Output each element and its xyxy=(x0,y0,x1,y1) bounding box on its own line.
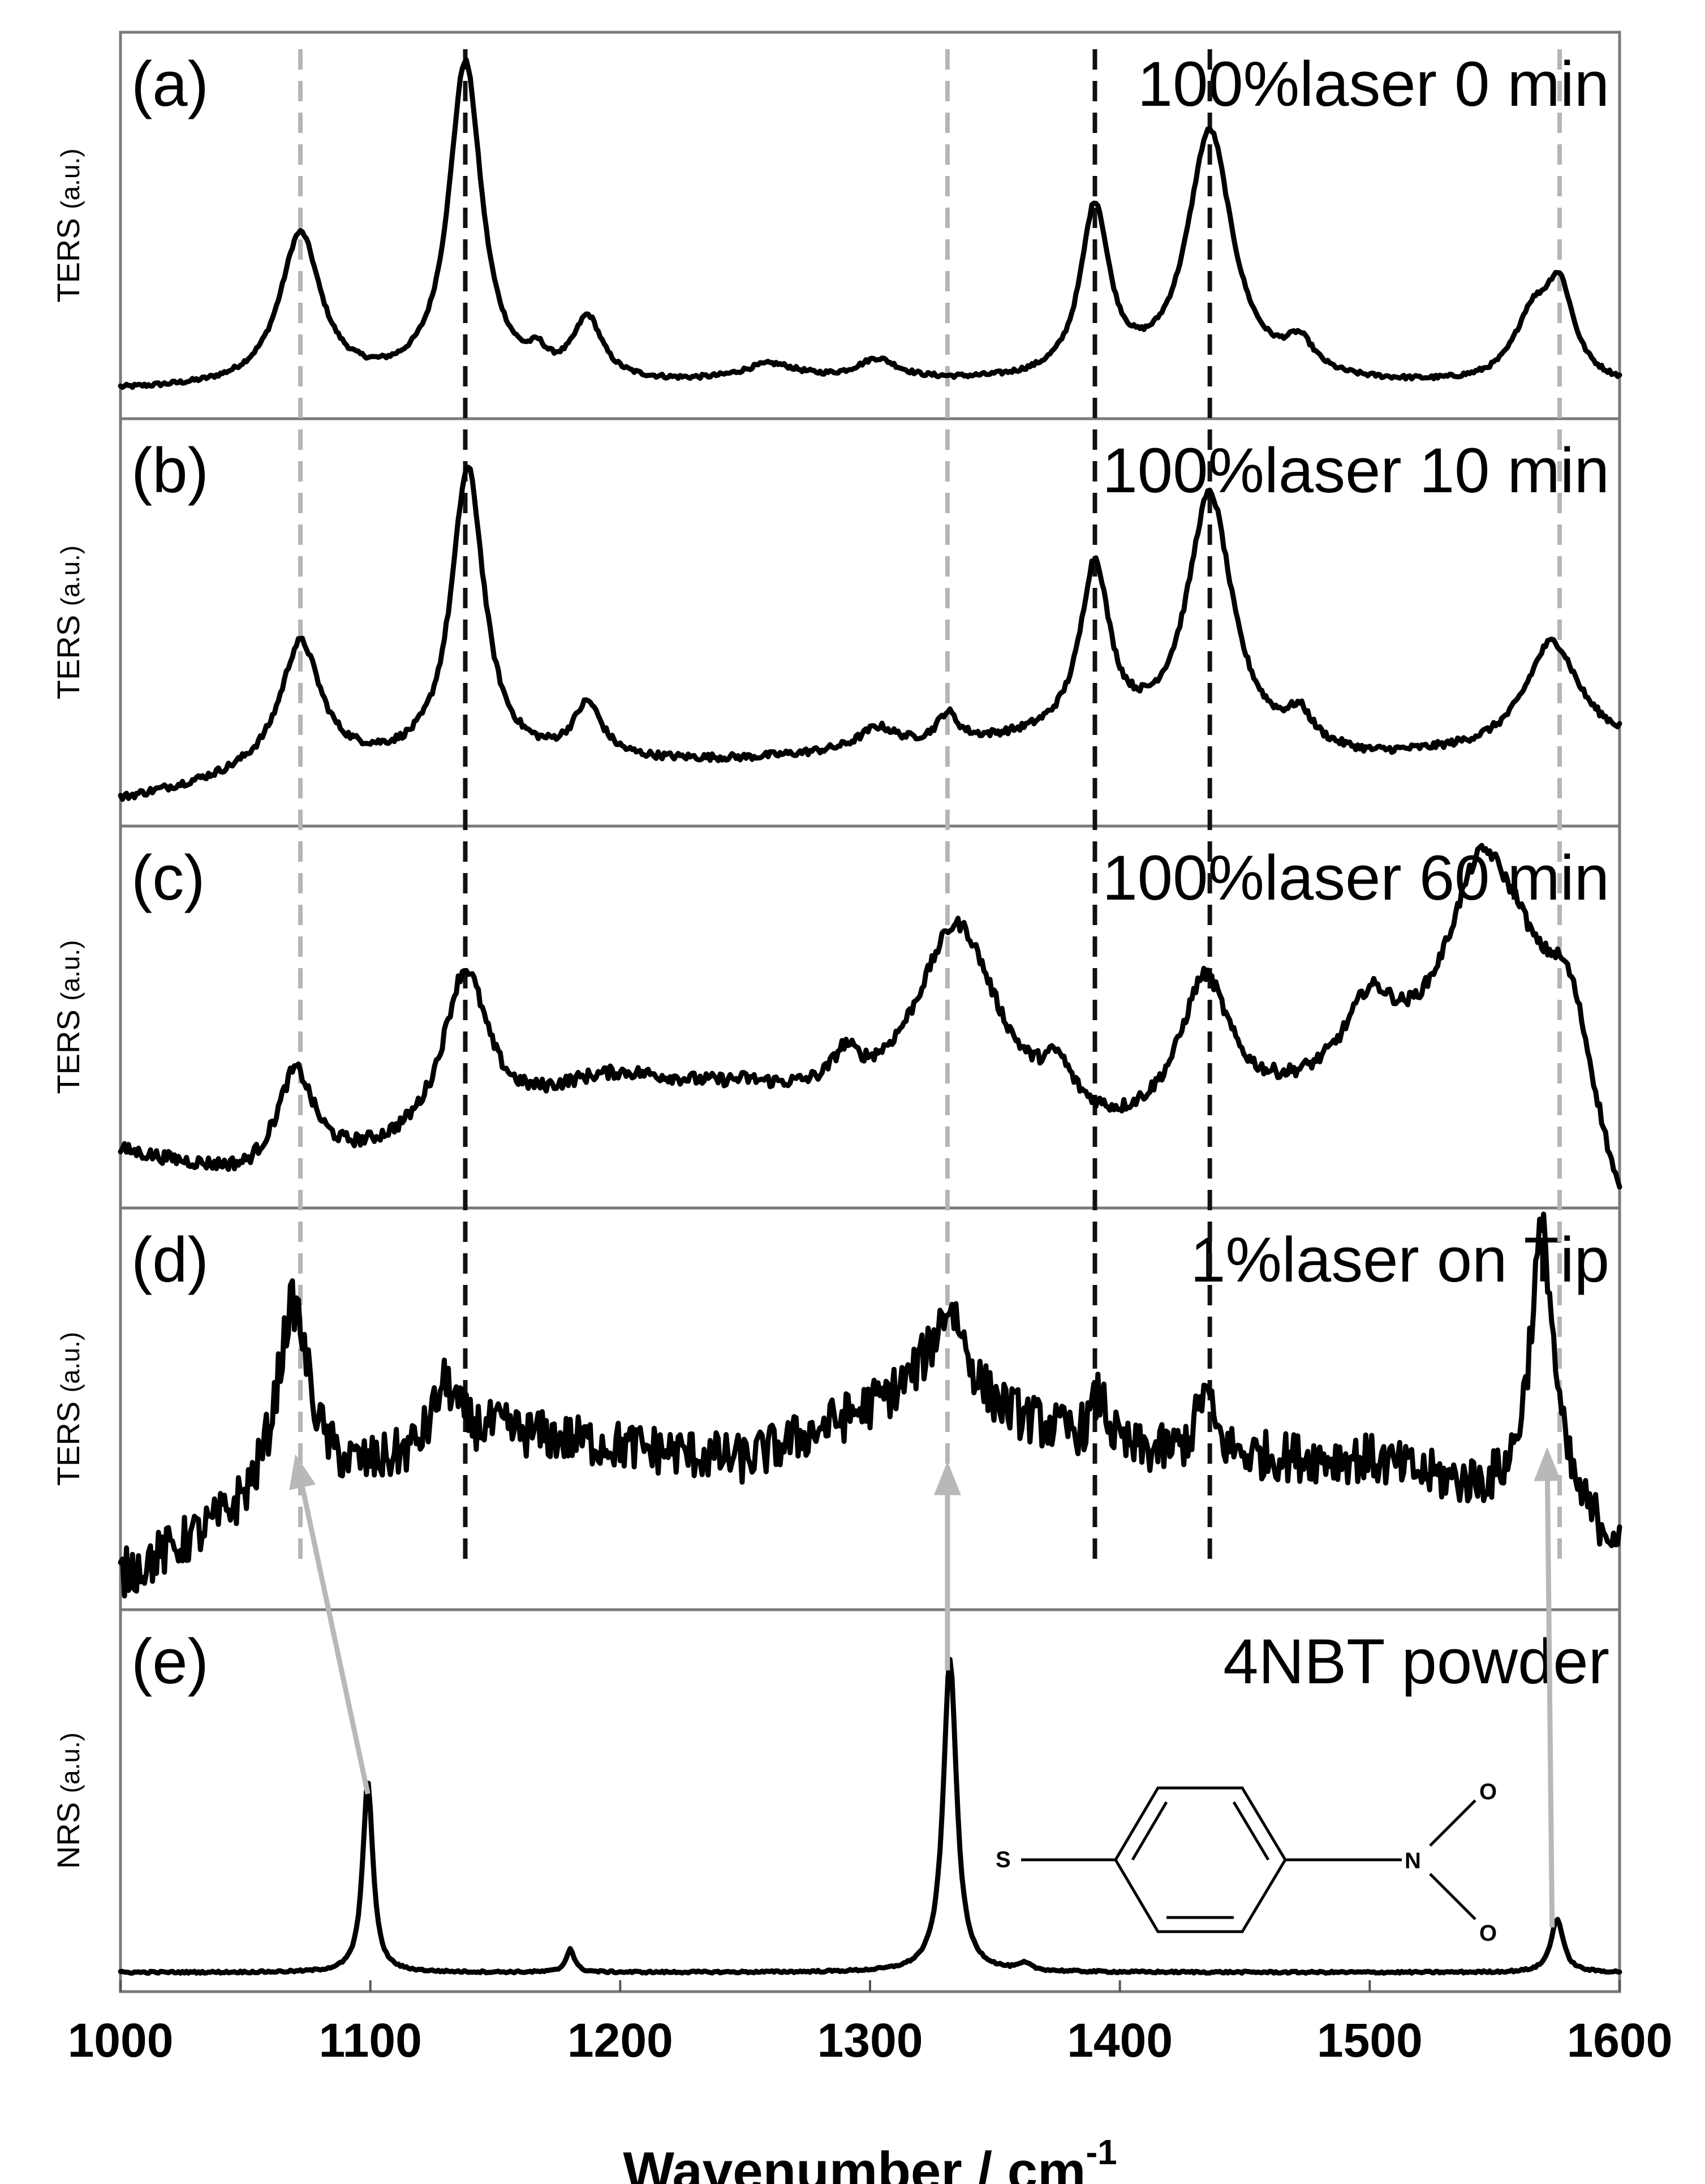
panel-a: (a) 100%laser 0 min TERS (a.u.) xyxy=(50,49,1620,420)
x-tick-label: 1100 xyxy=(319,2014,422,2067)
panel-b: (b) 100%laser 10 min TERS (a.u.) xyxy=(50,435,1620,828)
panel-e: (e) 4NBT powder NRS (a.u.) xyxy=(50,1626,1609,1869)
panel-letter: (e) xyxy=(131,1626,209,1697)
panel-title: 100%laser 0 min xyxy=(1138,49,1609,119)
panels-layer: (a) 100%laser 0 min TERS (a.u.) (b) 100%lase… xyxy=(50,31,1621,1993)
spectrum-trace-d xyxy=(118,1211,1622,1599)
x-axis-label: Wavenumber / cm-1 xyxy=(623,2133,1117,2184)
spectrum-trace-e xyxy=(118,1657,1622,1976)
bond-n-o-top xyxy=(1429,1799,1476,1847)
traces-layer xyxy=(118,57,1622,1976)
panel-letter: (d) xyxy=(131,1224,209,1295)
atom-nitrogen: N xyxy=(1405,1848,1421,1873)
spectrum-trace-c xyxy=(118,842,1622,1190)
x-tick-label: 1500 xyxy=(1317,2014,1423,2067)
panel-c: (c) 100%laser 60 min TERS (a.u.) xyxy=(50,842,1620,1210)
y-axis-label: TERS (a.u.) xyxy=(50,940,86,1094)
y-axis-label: NRS (a.u.) xyxy=(50,1732,86,1869)
spectrum-trace-a xyxy=(118,57,1622,390)
panel-letter: (a) xyxy=(131,49,209,119)
x-tick-label: 1400 xyxy=(1067,2014,1173,2067)
x-tick-label: 1600 xyxy=(1567,2014,1673,2067)
shift-arrow xyxy=(1534,1447,1561,1928)
atom-oxygen-top: O xyxy=(1479,1779,1497,1804)
bond-n-o-bottom xyxy=(1429,1873,1476,1920)
molecule-structure: S N O O xyxy=(996,1779,1497,1946)
x-tick-label: 1300 xyxy=(817,2014,923,2067)
x-axis: 1000 1100 1200 1300 1400 1500 1600 Wavenumber /… xyxy=(68,1980,1673,2184)
y-axis-label: TERS (a.u.) xyxy=(50,545,86,699)
atom-sulfur: S xyxy=(996,1847,1011,1872)
y-axis-label: TERS (a.u.) xyxy=(50,148,86,302)
x-tick-label: 1200 xyxy=(567,2014,673,2067)
spectrum-trace-b xyxy=(118,465,1622,802)
panel-letter: (b) xyxy=(131,435,209,506)
atom-oxygen-bottom: O xyxy=(1479,1921,1497,1946)
shift-arrow xyxy=(289,1454,371,1795)
arrows-layer xyxy=(289,1447,1561,1928)
panel-title: 100%laser 10 min xyxy=(1103,435,1610,506)
y-axis-label: TERS (a.u.) xyxy=(50,1332,86,1486)
ring-inner-bond-1 xyxy=(1131,1801,1168,1861)
x-tick-label: 1000 xyxy=(68,2014,174,2067)
panel-title: 4NBT powder xyxy=(1223,1626,1609,1697)
benzene-ring xyxy=(1114,1786,1287,1933)
ring-inner-bond-3 xyxy=(1232,1801,1270,1861)
shift-arrow xyxy=(933,1461,961,1671)
panel-letter: (c) xyxy=(131,842,205,913)
panel-title: 100%laser 60 min xyxy=(1103,842,1610,913)
